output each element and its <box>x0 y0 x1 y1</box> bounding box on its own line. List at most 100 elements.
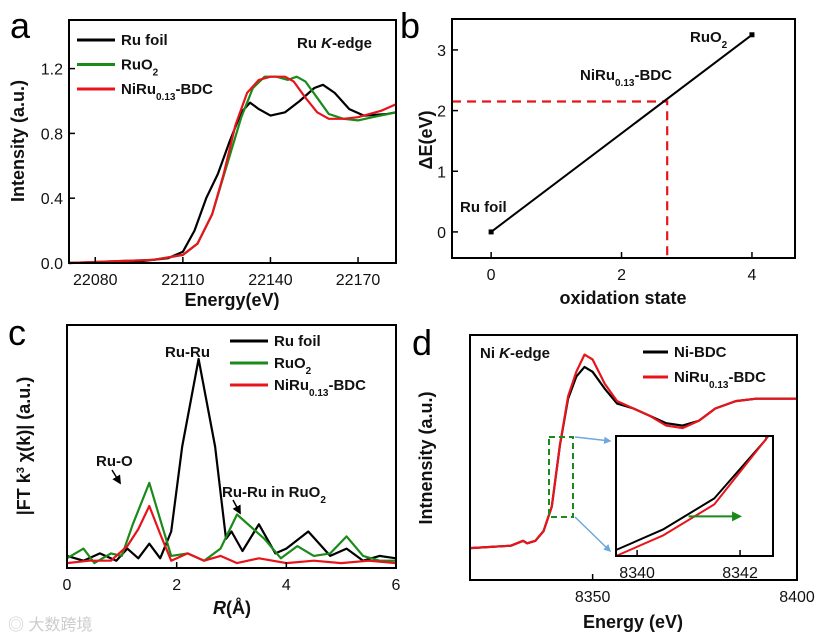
peak-annotation-part: Ru-O <box>96 453 133 470</box>
y-axis-label-part: 3 <box>15 467 27 473</box>
x-axis-label-part: Energy(eV) <box>184 290 279 310</box>
y-axis-label-part: Intensity (a.u.) <box>8 80 28 202</box>
series-line <box>490 34 753 233</box>
y-axis-label-part: |FT k <box>14 472 34 515</box>
series-line <box>68 83 397 265</box>
x-axis-label-part: Energy (eV) <box>583 612 683 632</box>
legend-label-part: RuO <box>274 355 306 372</box>
x-tick-label: 8350 <box>575 589 611 606</box>
y-tick-label: 0.4 <box>41 191 63 208</box>
edge-annotation: Ru K-edge <box>297 35 372 52</box>
peak-annotation-part: Ru-Ru in RuO <box>222 484 321 501</box>
legend-label-part: RuO <box>121 57 153 74</box>
y-tick-label: 1.2 <box>41 62 63 79</box>
legend-label-part: NiRu <box>274 377 309 394</box>
edge-annotation-part: K <box>499 345 511 362</box>
y-axis-label-part: χ(k)| (a.u.) <box>14 377 34 467</box>
series-line <box>68 75 397 265</box>
x-axis-label-part: oxidation state <box>559 288 686 308</box>
edge-annotation-part: -edge <box>510 345 550 362</box>
x-tick-label: 0 <box>63 577 72 594</box>
legend-label: NiRu0.13-BDC <box>121 81 213 103</box>
point-annotation: RuO2 <box>690 29 728 51</box>
panel-c-chart: 0 2 4 6R(Å)|FT k3 χ(k)| (a.u.)Ru foilRuO2Ni… <box>14 324 401 618</box>
x-tick-label: 4 <box>282 577 291 594</box>
panel-d-chart: 8350 8400 Energy (eV) Intnensity (a.u.) Ni K… <box>416 334 815 632</box>
legend-label-part: 2 <box>153 67 159 78</box>
point-annotation-part: NiRu <box>580 67 615 84</box>
y-axis-label-part: ΔE(eV) <box>416 111 436 170</box>
x-tick-label: 22170 <box>336 272 381 289</box>
legend-label-part: 0.13 <box>709 380 729 391</box>
point-annotation-part: Ru foil <box>460 199 507 216</box>
x-tick-label: 8400 <box>779 589 815 606</box>
x-tick-label: 8340 <box>619 565 655 582</box>
x-tick-label: 22080 <box>73 272 118 289</box>
y-axis-label: Intensity (a.u.) <box>8 80 28 202</box>
x-axis-label-part: (Å) <box>226 598 251 618</box>
annotation-arrow <box>111 469 121 485</box>
x-axis-label: Energy(eV) <box>184 290 279 310</box>
data-point <box>488 229 494 235</box>
guide-dashed-line <box>452 100 669 258</box>
peak-annotation-part: Ru-Ru <box>165 344 210 361</box>
y-tick-label: 3 <box>437 43 446 60</box>
x-tick-label: 2 <box>617 267 626 284</box>
plot-frame <box>68 19 397 264</box>
plot-frame <box>469 334 798 581</box>
edge-annotation-part: K <box>321 35 333 52</box>
legend-label: RuO2 <box>121 57 159 79</box>
legend-label-part: NiRu <box>674 369 709 386</box>
edge-annotation-part: Ru <box>297 35 321 52</box>
legend-label: NiRu0.13-BDC <box>674 369 766 391</box>
y-tick-label: 1 <box>437 164 446 181</box>
legend-label: NiRu0.13-BDC <box>274 377 366 399</box>
x-axis-label-part: R <box>213 598 226 618</box>
panel-letter-d: d <box>412 322 432 363</box>
y-tick-label: 0 <box>437 225 446 242</box>
series-line <box>66 504 397 565</box>
y-axis-label: ΔE(eV) <box>416 111 436 170</box>
x-tick-label: 22110 <box>161 272 204 289</box>
peak-annotation: Ru-Ru <box>165 344 210 361</box>
y-axis-label: Intnensity (a.u.) <box>416 391 436 524</box>
zoom-arrow <box>574 436 612 445</box>
edge-annotation-part: Ni <box>480 345 499 362</box>
legend-label: Ru foil <box>274 333 321 350</box>
x-tick-label: 0 <box>487 267 496 284</box>
panel-a-chart: 22080 22110 22140 22170 0.0 0.4 0.8 1.2 Energy(e… <box>8 19 397 310</box>
legend-label-part: -BDC <box>728 369 766 386</box>
legend-label: Ru foil <box>121 32 168 49</box>
point-annotation-part: -BDC <box>634 67 672 84</box>
y-axis-label: |FT k3 χ(k)| (a.u.) <box>14 377 34 516</box>
plot-frame <box>66 324 397 569</box>
legend-label-part: Ni-BDC <box>674 344 727 361</box>
point-annotation: Ru foil <box>460 199 507 216</box>
x-tick-label: 8342 <box>722 565 758 582</box>
y-tick-label: 0.0 <box>41 256 63 273</box>
y-axis-label-part: Intnensity (a.u.) <box>416 391 436 524</box>
y-tick-label: 2 <box>437 104 446 121</box>
zoom-arrow <box>574 516 612 553</box>
data-point <box>749 32 755 38</box>
peak-annotation-part: 2 <box>320 495 326 506</box>
point-annotation-part: 2 <box>722 40 728 51</box>
x-tick-label: 4 <box>748 267 757 284</box>
panel-letter-b: b <box>400 5 420 46</box>
x-axis-label: oxidation state <box>559 288 686 308</box>
legend-label: RuO2 <box>274 355 312 377</box>
series-line <box>66 357 397 562</box>
plot-frame <box>451 18 796 259</box>
inset-chart: 8340 8342 <box>615 435 774 582</box>
point-annotation: NiRu0.13-BDC <box>580 67 672 89</box>
point-annotation-part: 0.13 <box>615 78 635 89</box>
annotation-arrow <box>232 499 241 515</box>
legend-label-part: NiRu <box>121 81 156 98</box>
point-annotation-part: RuO <box>690 29 722 46</box>
watermark: ◎ 大数跨境 <box>8 615 92 634</box>
peak-annotation: Ru-Ru in RuO2 <box>222 484 326 506</box>
x-axis-label: R(Å) <box>213 598 251 618</box>
plot-frame <box>615 435 774 557</box>
panel-letter-c: c <box>8 312 26 353</box>
